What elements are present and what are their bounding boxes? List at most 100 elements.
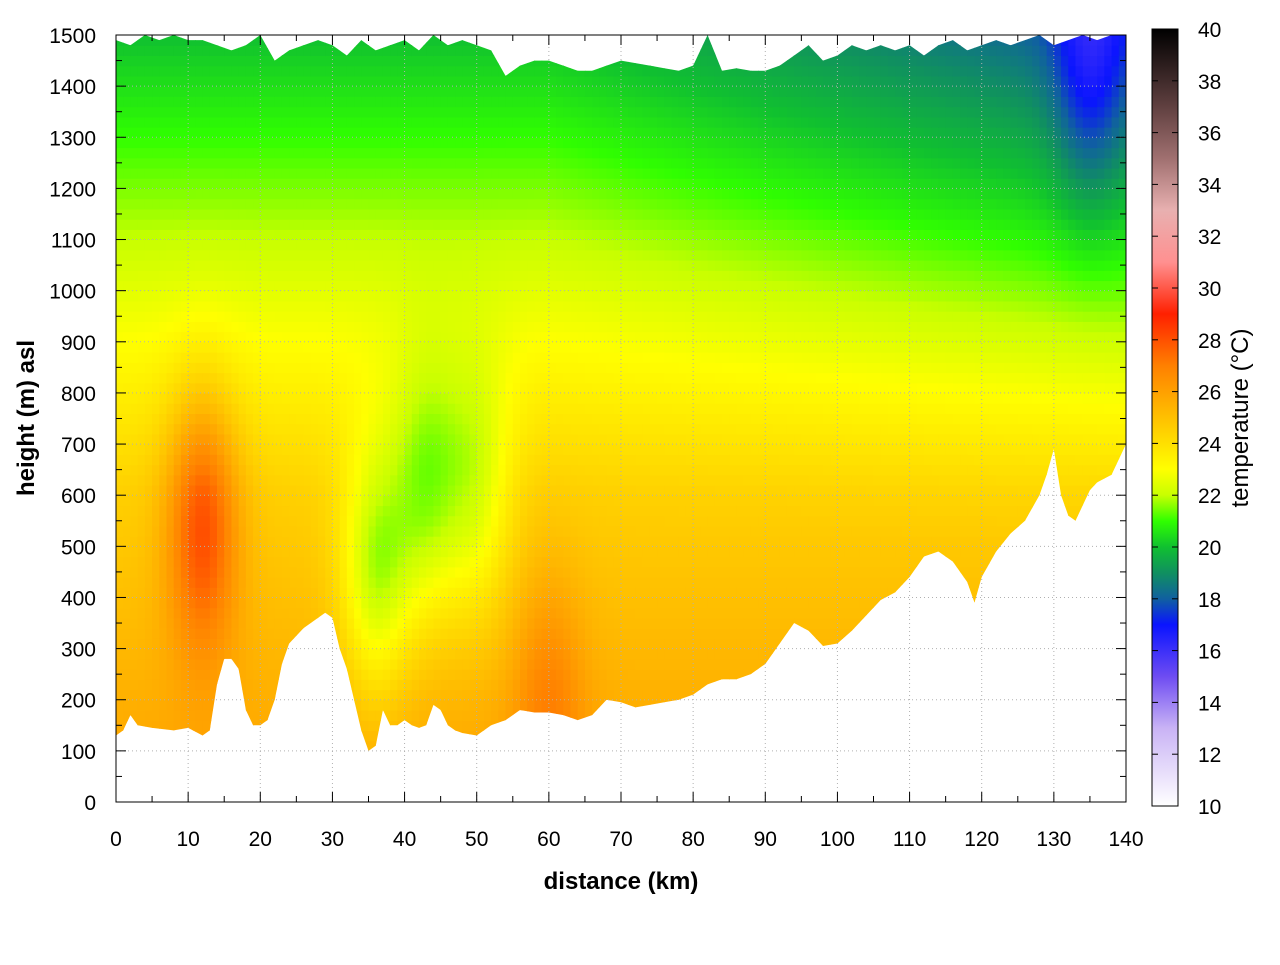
field-cell bbox=[130, 638, 139, 650]
field-cell bbox=[368, 137, 377, 149]
field-cell bbox=[512, 341, 521, 353]
field-cell bbox=[152, 403, 160, 414]
field-cell bbox=[224, 239, 233, 251]
field-cell bbox=[419, 505, 427, 517]
field-cell bbox=[498, 566, 507, 578]
field-cell bbox=[404, 505, 413, 517]
field-cell bbox=[346, 219, 355, 230]
field-cell bbox=[354, 495, 362, 507]
field-cell bbox=[426, 444, 435, 455]
field-cell bbox=[411, 577, 420, 588]
field-cell bbox=[354, 45, 362, 57]
field-cell bbox=[231, 127, 240, 138]
field-cell bbox=[397, 484, 406, 496]
field-cell bbox=[563, 290, 572, 302]
field-cell bbox=[577, 147, 586, 159]
field-cell bbox=[541, 239, 550, 251]
field-cell bbox=[289, 546, 297, 558]
field-cell bbox=[419, 474, 427, 486]
field-cell bbox=[534, 679, 543, 691]
field-cell bbox=[375, 669, 384, 680]
field-cell bbox=[318, 311, 326, 322]
field-cell bbox=[310, 188, 319, 200]
field-cell bbox=[534, 556, 543, 568]
field-cell bbox=[137, 464, 146, 476]
field-cell bbox=[469, 444, 478, 455]
field-cell bbox=[411, 311, 420, 322]
field-cell bbox=[166, 96, 175, 108]
field-cell bbox=[325, 433, 334, 445]
field-cell bbox=[584, 638, 593, 650]
field-cell bbox=[267, 55, 276, 67]
field-cell bbox=[570, 341, 579, 353]
field-cell bbox=[188, 689, 196, 701]
field-cell bbox=[253, 55, 261, 67]
field-cell bbox=[527, 392, 536, 404]
field-cell bbox=[116, 587, 124, 599]
field-cell bbox=[491, 382, 499, 394]
field-cell bbox=[469, 423, 478, 435]
field-cell bbox=[217, 454, 225, 466]
field-cell bbox=[382, 331, 391, 343]
field-cell bbox=[491, 638, 499, 650]
field-cell bbox=[570, 300, 579, 312]
field-cell bbox=[375, 525, 384, 537]
field-cell bbox=[325, 587, 334, 599]
field-cell bbox=[260, 219, 269, 230]
field-cell bbox=[253, 137, 261, 149]
field-cell bbox=[188, 65, 196, 77]
field-cell bbox=[426, 157, 435, 169]
field-cell bbox=[339, 617, 348, 629]
field-cell bbox=[426, 484, 435, 496]
field-cell bbox=[152, 505, 160, 517]
field-cell bbox=[447, 45, 456, 57]
field-cell bbox=[563, 433, 572, 445]
field-cell bbox=[570, 372, 579, 384]
field-cell bbox=[267, 679, 276, 691]
field-cell bbox=[209, 352, 218, 363]
field-cell bbox=[375, 198, 384, 210]
field-cell bbox=[534, 290, 543, 302]
field-cell bbox=[455, 45, 463, 57]
field-cell bbox=[440, 413, 449, 425]
field-cell bbox=[556, 280, 564, 292]
field-cell bbox=[303, 229, 312, 241]
field-cell bbox=[375, 321, 384, 333]
field-cell bbox=[455, 331, 463, 343]
field-cell bbox=[498, 372, 507, 384]
field-cell bbox=[592, 638, 600, 650]
field-cell bbox=[498, 127, 507, 138]
field-cell bbox=[592, 597, 600, 609]
field-cell bbox=[397, 403, 406, 414]
field-cell bbox=[483, 709, 492, 721]
field-cell bbox=[267, 566, 276, 578]
field-cell bbox=[556, 577, 564, 588]
field-cell bbox=[325, 280, 334, 292]
field-cell bbox=[411, 454, 420, 466]
field-cell bbox=[231, 566, 240, 578]
field-cell bbox=[253, 382, 261, 394]
field-cell bbox=[404, 45, 413, 57]
field-cell bbox=[180, 382, 189, 394]
field-cell bbox=[375, 607, 384, 619]
field-cell bbox=[253, 259, 261, 271]
field-cell bbox=[202, 45, 211, 57]
field-cell bbox=[188, 96, 196, 108]
field-cell bbox=[166, 709, 175, 721]
field-cell bbox=[462, 106, 471, 118]
field-cell bbox=[469, 536, 478, 547]
field-cell bbox=[159, 546, 168, 558]
field-cell bbox=[152, 127, 160, 138]
field-cell bbox=[469, 587, 478, 599]
field-cell bbox=[361, 167, 370, 179]
field-cell bbox=[137, 720, 146, 732]
field-cell bbox=[361, 464, 370, 476]
field-cell bbox=[577, 229, 586, 241]
field-cell bbox=[209, 536, 218, 547]
field-cell bbox=[274, 229, 283, 241]
field-cell bbox=[289, 219, 297, 230]
field-cell bbox=[339, 495, 348, 507]
field-cell bbox=[541, 249, 550, 261]
field-cell bbox=[426, 577, 435, 588]
field-cell bbox=[159, 65, 168, 77]
